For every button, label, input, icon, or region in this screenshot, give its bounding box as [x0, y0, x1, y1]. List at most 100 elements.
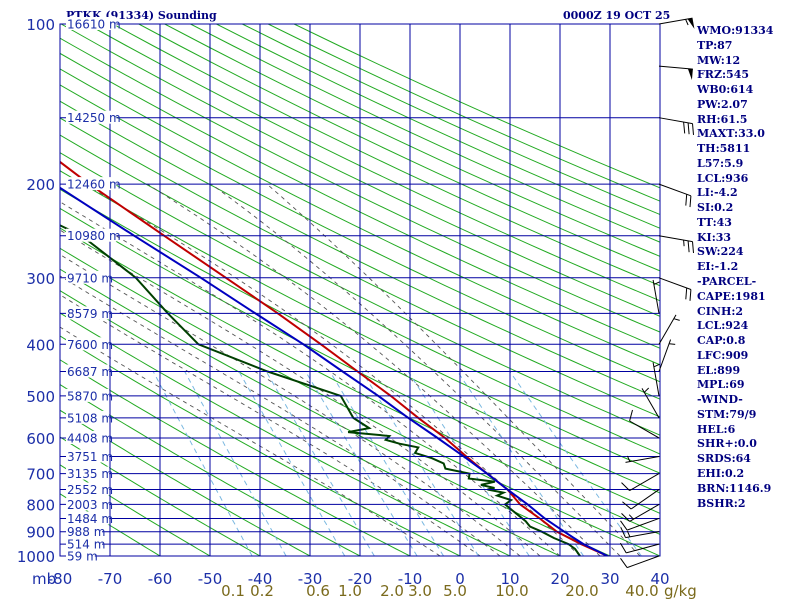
- temperature-tick-label: 20: [550, 570, 569, 588]
- index-item: CINH:2: [697, 304, 744, 318]
- wind-barb-half-feather: [685, 19, 689, 26]
- wind-barb-feather: [689, 289, 692, 301]
- dry-adiabat: [60, 152, 660, 455]
- mixing-ratio-line: [361, 371, 480, 556]
- temperature-tick-label: 40: [650, 570, 669, 588]
- index-item: SHR+:0.0: [697, 437, 757, 451]
- wind-barb-staff: [658, 314, 677, 345]
- wind-barb-feather: [620, 520, 628, 531]
- index-item: BSHR:2: [697, 496, 746, 510]
- height-label: 16610 m: [67, 18, 121, 32]
- mixing-ratio-label: 1.0: [338, 582, 362, 600]
- mixing-ratio-line: [238, 371, 346, 556]
- mixing-ratio-label: 0.6: [306, 582, 330, 600]
- temperature-tick-label: -30: [298, 570, 323, 588]
- height-label: 3135 m: [67, 467, 113, 481]
- wind-barb-feather: [622, 501, 632, 510]
- mixing-ratio-label: 10.0: [495, 582, 528, 600]
- wind-barb-half-feather: [626, 530, 631, 538]
- height-label: 514 m: [67, 538, 105, 552]
- index-item: -WIND-: [697, 393, 743, 407]
- index-item: MPL:69: [697, 378, 745, 392]
- height-label: 4408 m: [67, 432, 113, 446]
- wind-barb: [658, 183, 692, 208]
- height-label-bg: [66, 497, 110, 511]
- index-item: MAXT:33.0: [697, 127, 765, 141]
- wind-barb-feather: [689, 195, 692, 208]
- wind-barb-half-feather: [643, 387, 650, 393]
- wind-barb-half-feather: [683, 239, 685, 247]
- index-item: CAPE:1981: [697, 289, 766, 303]
- wind-barb-staff: [652, 362, 660, 396]
- index-item: HEL:6: [697, 422, 736, 436]
- index-item: SRDS:64: [697, 452, 751, 466]
- height-label-bg: [66, 337, 110, 351]
- dry-adiabat: [60, 207, 660, 514]
- mixing-ratio-line: [509, 371, 642, 556]
- wind-barb: [620, 526, 660, 539]
- wind-barb-feather: [685, 194, 688, 206]
- height-label-bg: [66, 306, 110, 320]
- wind-barb-staff: [641, 388, 660, 419]
- pressure-label: 600: [26, 430, 55, 448]
- height-label-bg: [66, 549, 95, 562]
- index-item: KI:33: [697, 230, 732, 244]
- height-label-bg: [66, 270, 110, 284]
- wind-barb-feather: [621, 513, 630, 522]
- wind-barb: [641, 387, 660, 419]
- height-label-bg: [66, 511, 110, 525]
- pressure-label: 800: [26, 496, 55, 514]
- wind-barb-feather: [621, 482, 630, 491]
- mixing-ratio-label: 5.0: [443, 582, 467, 600]
- mixing-ratio-line: [329, 371, 445, 556]
- wind-barb: [621, 473, 660, 492]
- height-label: 12460 m: [67, 178, 121, 192]
- dry-adiabat: [60, 84, 660, 383]
- height-label: 14250 m: [67, 111, 121, 125]
- height-label: 59 m: [67, 550, 98, 564]
- height-label: 10980 m: [67, 229, 121, 243]
- wind-barb-feather: [685, 287, 688, 300]
- wind-barb: [625, 455, 660, 463]
- wind-barb: [658, 314, 680, 345]
- index-item: FRZ:545: [697, 68, 750, 82]
- index-item: WB0:614: [697, 83, 754, 97]
- wind-barb: [652, 279, 660, 314]
- wind-barb-half-feather: [669, 343, 676, 345]
- index-item: TP:87: [697, 38, 733, 52]
- mixing-ratio-label: 3.0: [408, 582, 432, 600]
- moist-adiabat: [60, 201, 561, 556]
- index-item: CAP:0.8: [697, 334, 746, 348]
- temperature-tick-label: 10: [500, 570, 519, 588]
- wind-barb-feather: [687, 122, 690, 135]
- wind-barb-feather: [692, 241, 694, 254]
- dry-adiabat: [60, 117, 660, 418]
- height-label-bg: [66, 388, 110, 402]
- wind-barb-staff: [626, 555, 660, 569]
- temperature-tick-label: -80: [48, 570, 73, 588]
- parcel-line: [60, 186, 608, 556]
- index-item: EL:899: [697, 363, 741, 377]
- index-item: EI:-1.2: [697, 260, 739, 274]
- wind-barb-feather: [687, 240, 690, 253]
- wind-barb-half-feather: [653, 363, 660, 368]
- wind-barb: [620, 517, 660, 531]
- mixing-ratio-label: 2.0: [380, 582, 404, 600]
- plot-frame: [59, 23, 661, 557]
- temperature-tick-label: -70: [98, 570, 123, 588]
- temperature-tick-label: -10: [398, 570, 423, 588]
- mixing-ratio-label: 40.0: [625, 582, 658, 600]
- stability-indices: WMO:91334 TP:87 MW:12 FRZ:545 WB0:614 PW:2.07…: [697, 24, 800, 511]
- moist-adiabat: [60, 254, 521, 556]
- height-label: 9710 m: [67, 271, 113, 285]
- pressure-label: 300: [26, 270, 55, 288]
- mixing-ratio-unit: g/kg: [664, 582, 697, 600]
- wind-barb-feather: [620, 526, 626, 538]
- height-label: 6687 m: [67, 365, 113, 379]
- wind-barb: [658, 277, 692, 301]
- wind-barb-feather: [620, 558, 628, 568]
- mixing-ratio-line: [184, 371, 287, 556]
- height-label-bg: [66, 228, 117, 242]
- pressure-label: 400: [26, 336, 55, 354]
- height-label: 8579 m: [67, 307, 113, 321]
